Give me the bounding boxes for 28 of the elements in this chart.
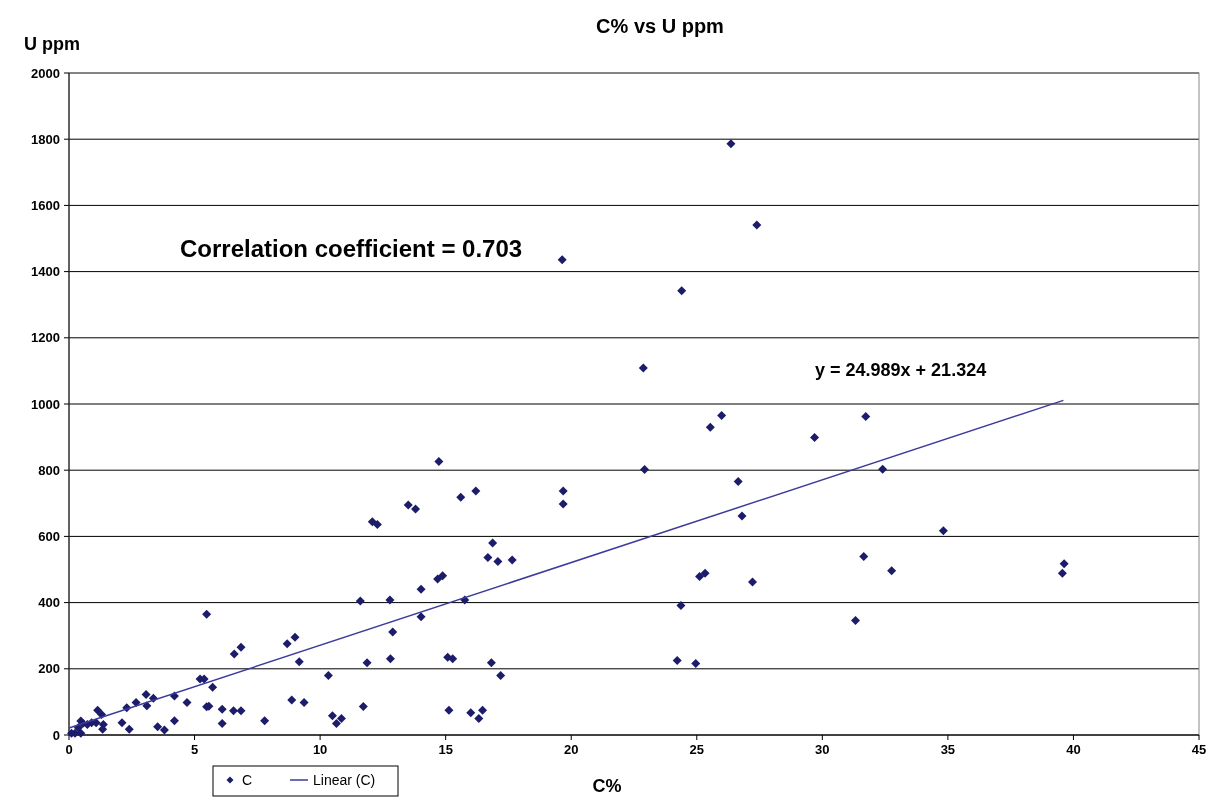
x-tick-label: 10 [312, 742, 328, 757]
y-tick-label: 200 [38, 661, 60, 677]
x-tick-label: 15 [438, 742, 453, 757]
x-tick-label: 40 [1066, 742, 1081, 757]
legend-label: C [242, 771, 253, 788]
x-tick-label: 45 [1191, 742, 1207, 757]
y-axis-title: U ppm [24, 34, 80, 54]
y-tick-label: 400 [38, 595, 60, 611]
y-tick-label: 1600 [31, 197, 60, 213]
x-tick-label: 25 [689, 742, 705, 757]
x-axis-title: C% [592, 776, 622, 796]
annotation: Correlation coefficient = 0.703 [180, 235, 523, 262]
x-tick-label: 20 [563, 742, 579, 757]
x-tick-label: 30 [815, 742, 830, 757]
chart-title: C% vs U ppm [596, 15, 724, 37]
y-tick-label: 800 [38, 462, 60, 478]
x-tick-label: 35 [940, 742, 956, 757]
y-tick-label: 1200 [31, 330, 60, 346]
legend-label: Linear (C) [313, 771, 376, 788]
annotation: y = 24.989x + 21.324 [815, 360, 987, 380]
y-tick-label: 1000 [31, 396, 60, 412]
y-tick-label: 2000 [31, 65, 60, 81]
y-tick-label: 1400 [31, 264, 60, 280]
x-tick-label: 0 [65, 742, 73, 757]
y-tick-label: 0 [52, 727, 60, 743]
y-tick-label: 600 [38, 528, 60, 544]
y-tick-label: 1800 [31, 131, 60, 147]
x-tick-label: 5 [190, 742, 199, 757]
